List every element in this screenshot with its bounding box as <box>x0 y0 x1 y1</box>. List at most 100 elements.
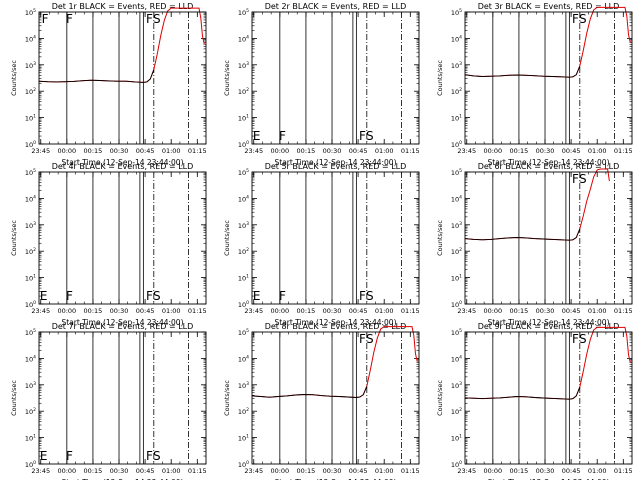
x-tick-label: 00:00 <box>57 467 76 475</box>
marker-label: F <box>572 172 579 186</box>
x-tick-label: 01:15 <box>614 307 633 315</box>
x-tick-label: 00:15 <box>84 147 103 155</box>
marker-label: F <box>146 449 153 463</box>
y-axis-label: Counts/sec <box>223 220 231 256</box>
x-axis-label: Start Time (12-Sep-14 23:44:00) <box>275 478 397 480</box>
panel-title: Det 1r BLACK = Events, RED = LLD <box>52 2 194 11</box>
lld-series-line <box>38 7 205 83</box>
x-tick-label: 23:45 <box>457 467 476 475</box>
y-axis-label: Counts/sec <box>10 380 18 416</box>
x-axis-label: Start Time (12-Sep-14 23:44:00) <box>275 318 397 327</box>
x-tick-label: 01:15 <box>614 147 633 155</box>
y-axis-label: Counts/sec <box>436 380 444 416</box>
y-axis-label: Counts/sec <box>223 60 231 96</box>
y-tick-label: 102 <box>25 247 36 256</box>
y-tick-label: 102 <box>25 407 36 416</box>
plot-frame <box>464 331 633 465</box>
plot-frame <box>464 171 633 305</box>
y-tick-label: 102 <box>238 407 249 416</box>
x-tick-label: 00:30 <box>110 467 129 475</box>
y-tick-label: 103 <box>451 61 462 70</box>
marker-label: S <box>153 449 161 463</box>
y-tick-label: 104 <box>451 34 462 43</box>
panel-2: Det 2r BLACK = Events, RED = LLD Counts/s… <box>223 2 420 167</box>
y-tick-label: 103 <box>238 381 249 390</box>
y-tick-label: 105 <box>451 8 462 17</box>
x-tick-label: 00:15 <box>84 307 103 315</box>
y-tick-label: 101 <box>451 274 462 283</box>
x-axis-label: Start Time (12-Sep-14 23:44:00) <box>488 478 610 480</box>
y-tick-label: 105 <box>238 328 249 337</box>
x-tick-label: 01:00 <box>588 467 607 475</box>
x-axis-label: Start Time (12-Sep-14 23:44:00) <box>488 158 610 167</box>
plot-frame <box>38 171 207 305</box>
marker-label: F <box>572 12 579 26</box>
panel-title: Det 7r BLACK = Events, RED = LLD <box>52 322 194 331</box>
marker-label: F <box>572 332 579 346</box>
y-tick-label: 104 <box>451 194 462 203</box>
panel-title: Det 6r BLACK = Events, RED = LLD <box>478 162 620 171</box>
y-tick-label: 103 <box>451 381 462 390</box>
y-tick-label: 101 <box>238 114 249 123</box>
lld-series-line <box>251 326 418 399</box>
y-tick-label: 100 <box>25 140 36 149</box>
y-axis-label: Counts/sec <box>436 60 444 96</box>
x-tick-label: 00:45 <box>136 307 155 315</box>
panel-1: Det 1r BLACK = Events, RED = LLD Counts/s… <box>10 2 207 167</box>
y-tick-label: 103 <box>25 221 36 230</box>
lld-series-line <box>464 168 610 241</box>
y-axis-label: Counts/sec <box>436 220 444 256</box>
panel-title: Det 3r BLACK = Events, RED = LLD <box>478 2 620 11</box>
panel-7: Det 7r BLACK = Events, RED = LLD Counts/s… <box>10 322 207 480</box>
x-tick-label: 00:30 <box>110 147 129 155</box>
x-tick-label: 01:15 <box>188 147 207 155</box>
marker-label: S <box>153 289 161 303</box>
x-tick-label: 00:30 <box>536 147 555 155</box>
x-tick-label: 00:15 <box>510 147 529 155</box>
x-tick-label: 23:45 <box>244 307 263 315</box>
y-tick-label: 103 <box>25 61 36 70</box>
y-tick-label: 100 <box>451 140 462 149</box>
x-tick-label: 01:00 <box>375 307 394 315</box>
y-tick-label: 102 <box>238 247 249 256</box>
marker-label: F <box>66 289 73 303</box>
panel-title: Det 9r BLACK = Events, RED = LLD <box>478 322 620 331</box>
y-tick-label: 100 <box>25 300 36 309</box>
events-series-line <box>251 386 368 398</box>
marker-label: F <box>146 12 153 26</box>
plot-frame <box>251 331 420 465</box>
y-tick-label: 102 <box>238 87 249 96</box>
y-axis-label: Counts/sec <box>223 380 231 416</box>
marker-label: S <box>366 289 374 303</box>
y-tick-label: 105 <box>25 168 36 177</box>
x-tick-label: 00:30 <box>536 467 555 475</box>
y-tick-label: 100 <box>238 300 249 309</box>
panel-3: Det 3r BLACK = Events, RED = LLD Counts/s… <box>436 2 633 167</box>
x-tick-label: 00:30 <box>323 147 342 155</box>
y-tick-label: 103 <box>451 221 462 230</box>
x-tick-label: 01:15 <box>188 467 207 475</box>
x-axis-label: Start Time (12-Sep-14 23:44:00) <box>275 158 397 167</box>
marker-label: S <box>366 332 374 346</box>
x-tick-label: 00:00 <box>270 467 289 475</box>
marker-label: F <box>66 449 73 463</box>
marker-label: F <box>146 289 153 303</box>
events-series-line <box>38 69 155 83</box>
x-tick-label: 00:00 <box>57 307 76 315</box>
y-tick-label: 101 <box>451 434 462 443</box>
x-tick-label: 00:00 <box>483 467 502 475</box>
panel-9: Det 9r BLACK = Events, RED = LLD Counts/s… <box>436 322 633 480</box>
panel-title: Det 4r BLACK = Events, RED = LLD <box>52 162 194 171</box>
y-tick-label: 100 <box>451 300 462 309</box>
x-tick-label: 23:45 <box>457 307 476 315</box>
marker-label: S <box>579 12 587 26</box>
x-tick-label: 01:00 <box>375 147 394 155</box>
x-axis-label: Start Time (12-Sep-14 23:44:00) <box>62 318 184 327</box>
y-tick-label: 105 <box>25 328 36 337</box>
x-tick-label: 01:00 <box>162 467 181 475</box>
panel-5: Det 5r BLACK = Events, RED = LLD Counts/s… <box>223 162 420 327</box>
y-tick-label: 103 <box>238 61 249 70</box>
events-series-line <box>464 65 581 78</box>
y-axis-label: Counts/sec <box>10 220 18 256</box>
marker-label: F <box>359 332 366 346</box>
